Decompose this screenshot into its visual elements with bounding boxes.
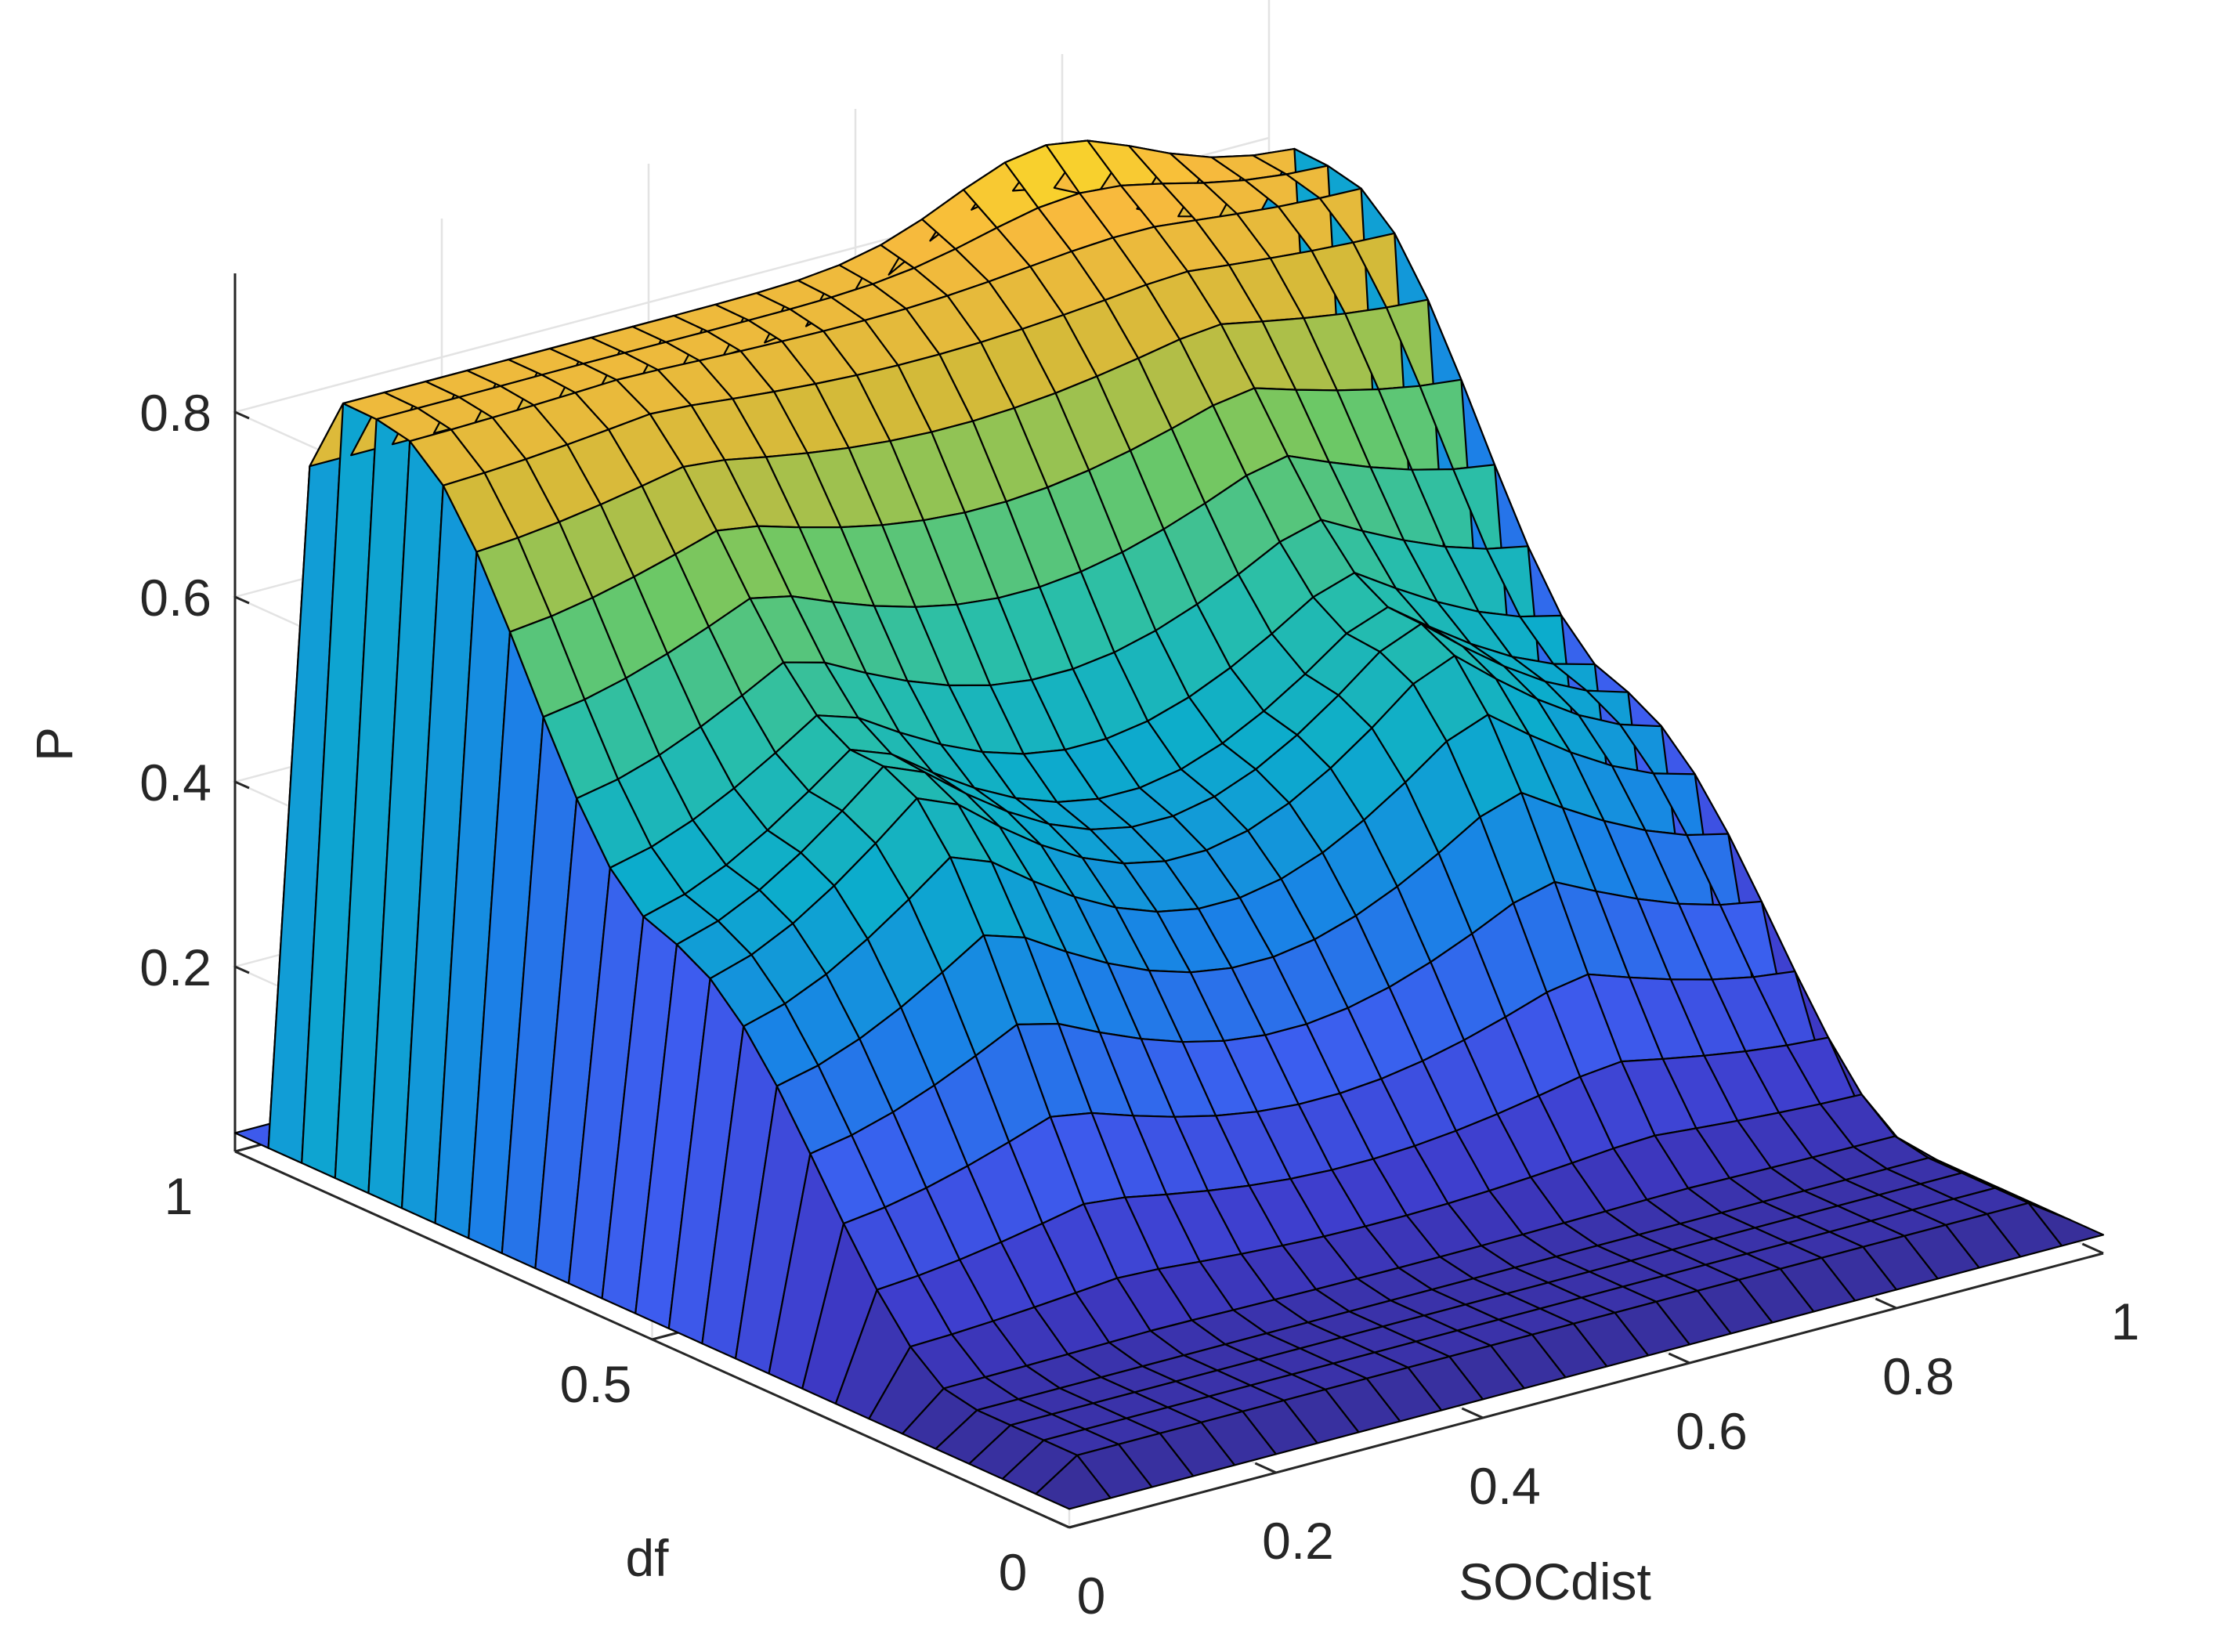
x-tick-4: [1875, 1297, 1897, 1310]
z-tick-0: [234, 965, 250, 974]
axis-layer: 0 0.2 0.4 0.6 0.8 1 0 0.5 1 0.2 0.4 0.6 0.8: [139, 273, 2139, 1625]
z-axis-label: P: [25, 727, 83, 761]
x-tick-label-5: 1: [2111, 1292, 2140, 1350]
z-tick-label-1: 0.4: [139, 754, 212, 812]
z-tick-3: [234, 410, 250, 420]
z-tick-label-2: 0.6: [139, 569, 212, 627]
label-layer: SOCdist df P: [25, 727, 1651, 1610]
y-tick-label-2: 1: [165, 1167, 193, 1225]
y-tick-0: [1068, 1519, 1096, 1529]
x-axis-line: [1068, 1252, 2104, 1529]
x-tick-label-1: 0.2: [1262, 1512, 1334, 1570]
x-tick-1: [1254, 1462, 1277, 1474]
surface-facet: [2027, 1202, 2105, 1247]
z-tick-1: [234, 780, 250, 790]
x-tick-label-4: 0.8: [1882, 1347, 1954, 1405]
z-tick-2: [234, 595, 250, 605]
y-tick-label-0: 0: [999, 1543, 1028, 1601]
x-axis-label: SOCdist: [1459, 1553, 1651, 1610]
y-tick-label-1: 0.5: [560, 1355, 632, 1413]
x-tick-label-2: 0.4: [1469, 1457, 1541, 1515]
x-tick-label-3: 0.6: [1676, 1402, 1748, 1460]
z-tick-label-3: 0.8: [139, 384, 212, 442]
x-tick-0: [1047, 1516, 1070, 1529]
y-axis-label: df: [625, 1529, 669, 1587]
x-tick-label-0: 0: [1077, 1567, 1106, 1625]
z-tick-label-0: 0.2: [139, 938, 212, 996]
x-tick-3: [1668, 1352, 1690, 1365]
surface-layer: [233, 139, 2105, 1510]
x-tick-5: [2081, 1242, 2104, 1255]
x-tick-2: [1461, 1407, 1484, 1419]
y-tick-2: [234, 1143, 262, 1153]
y-tick-1: [652, 1331, 678, 1341]
